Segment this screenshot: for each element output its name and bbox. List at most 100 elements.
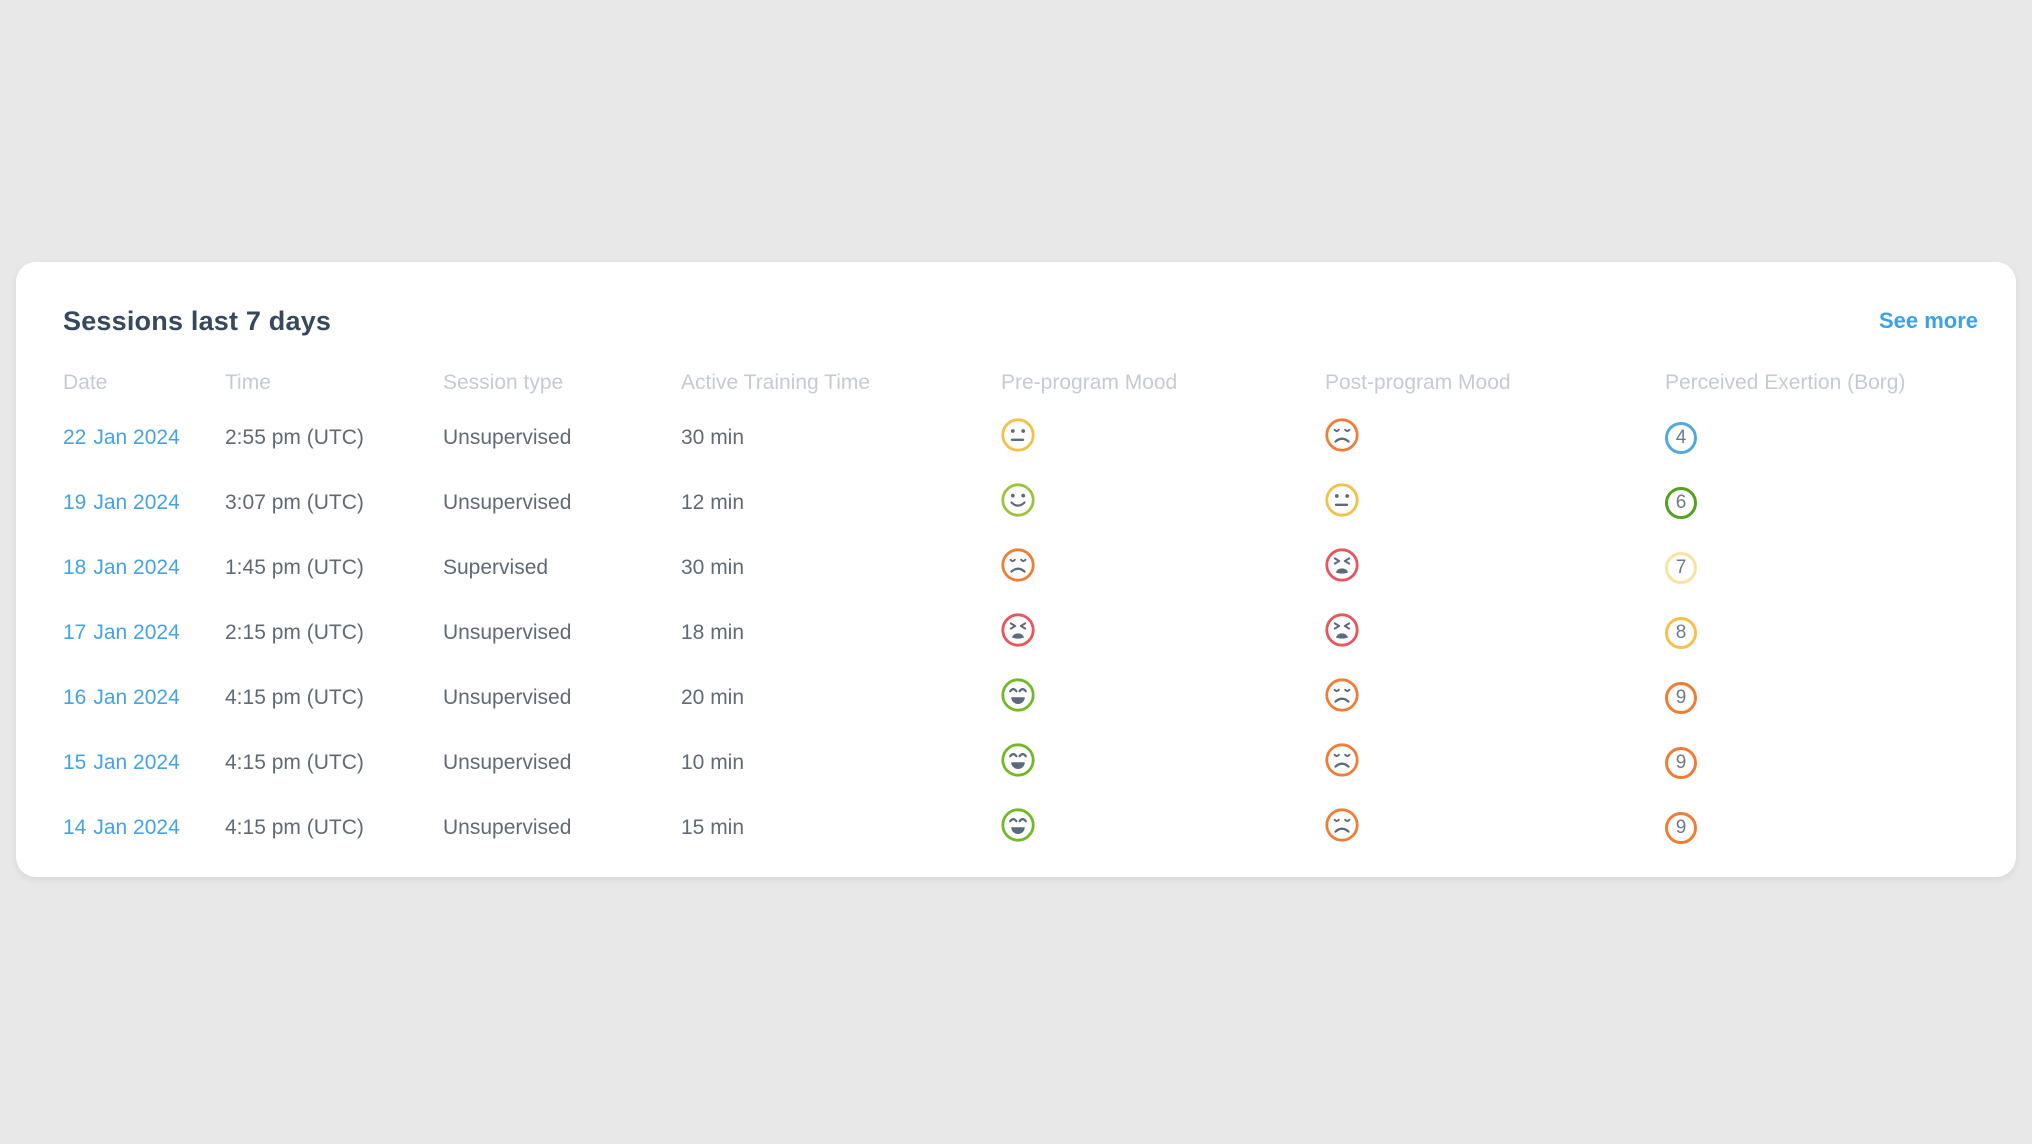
column-header-session-type: Session type: [443, 371, 564, 394]
card-title: Sessions last 7 days: [63, 306, 332, 336]
date-month-year: Jan 2024: [93, 685, 180, 709]
borg-cell: 8: [1665, 616, 1978, 649]
post-mood-icon-sad: [1325, 677, 1359, 712]
date-month-year: Jan 2024: [93, 750, 180, 774]
date-month-year: Jan 2024: [93, 490, 180, 514]
date-day: 19: [63, 490, 87, 514]
time-cell: 2:15 pm (UTC): [225, 620, 364, 644]
post-mood-icon-awful: [1325, 612, 1359, 647]
post-mood-icon-cell: [1325, 677, 1665, 718]
pre-mood-icon-sad: [1001, 547, 1035, 582]
date-cell: 22 Jan 2024: [63, 426, 225, 450]
post-mood-icon-neutral: [1325, 482, 1359, 517]
session-date-link[interactable]: 17 Jan 2024: [63, 621, 180, 644]
borg-score-badge: 6: [1665, 486, 1697, 519]
column-header-active-training-time: Active Training Time: [681, 371, 871, 394]
borg-cell: 7: [1665, 551, 1978, 584]
active-time-cell: 18 min: [681, 620, 745, 644]
time-cell: 4:15 pm (UTC): [225, 685, 364, 709]
session-row: 19 Jan 2024 3:07 pm (UTC) Unsupervised 12 mi…: [63, 470, 1978, 535]
session-type-cell: Unsupervised: [443, 685, 572, 709]
time-cell: 2:55 pm (UTC): [225, 425, 364, 449]
post-mood-icon-cell: [1325, 547, 1665, 588]
sessions-table-body: 22 Jan 2024 2:55 pm (UTC) Unsupervised 30 mi…: [63, 405, 1978, 860]
session-type-cell: Unsupervised: [443, 750, 572, 774]
session-row: 14 Jan 2024 4:15 pm (UTC) Unsupervised 15 mi…: [63, 795, 1978, 860]
borg-score-badge: 9: [1665, 681, 1697, 714]
pre-mood-icon-cell: [1001, 547, 1325, 588]
session-row: 17 Jan 2024 2:15 pm (UTC) Unsupervised 18 mi…: [63, 600, 1978, 665]
date-cell: 17 Jan 2024: [63, 621, 225, 645]
pre-mood-icon-cell: [1001, 482, 1325, 523]
date-day: 14: [63, 815, 87, 839]
date-day: 15: [63, 750, 87, 774]
post-mood-icon-cell: [1325, 482, 1665, 523]
date-cell: 15 Jan 2024: [63, 751, 225, 775]
time-cell: 3:07 pm (UTC): [225, 490, 364, 514]
pre-mood-icon-cell: [1001, 417, 1325, 458]
pre-mood-icon-happy: [1001, 482, 1035, 517]
active-time-cell: 10 min: [681, 750, 745, 774]
session-date-link[interactable]: 22 Jan 2024: [63, 426, 180, 449]
active-time-cell: 12 min: [681, 490, 745, 514]
pre-mood-icon-great: [1001, 807, 1035, 842]
sessions-card: Sessions last 7 days See more Date Time Se…: [16, 262, 2016, 877]
pre-mood-icon-great: [1001, 742, 1035, 777]
column-header-date: Date: [63, 371, 108, 394]
session-type-cell: Unsupervised: [443, 425, 572, 449]
date-day: 22: [63, 425, 87, 449]
column-header-perceived-exertion: Perceived Exertion (Borg): [1665, 371, 1906, 394]
borg-score-badge: 7: [1665, 551, 1697, 584]
date-day: 17: [63, 620, 87, 644]
borg-cell: 9: [1665, 811, 1978, 844]
session-row: 15 Jan 2024 4:15 pm (UTC) Unsupervised 10 mi…: [63, 730, 1978, 795]
session-type-cell: Supervised: [443, 555, 549, 579]
time-cell: 4:15 pm (UTC): [225, 750, 364, 774]
session-row: 16 Jan 2024 4:15 pm (UTC) Unsupervised 20 mi…: [63, 665, 1978, 730]
post-mood-icon-sad: [1325, 807, 1359, 842]
pre-mood-icon-cell: [1001, 612, 1325, 653]
post-mood-icon-awful: [1325, 547, 1359, 582]
card-header: Sessions last 7 days See more: [63, 306, 1978, 338]
active-time-cell: 30 min: [681, 555, 745, 579]
pre-mood-icon-awful: [1001, 612, 1035, 647]
active-time-cell: 20 min: [681, 685, 745, 709]
date-month-year: Jan 2024: [93, 815, 180, 839]
date-cell: 14 Jan 2024: [63, 816, 225, 840]
session-type-cell: Unsupervised: [443, 815, 572, 839]
post-mood-icon-cell: [1325, 417, 1665, 458]
pre-mood-icon-neutral: [1001, 417, 1035, 452]
pre-mood-icon-cell: [1001, 742, 1325, 783]
borg-cell: 4: [1665, 421, 1978, 454]
date-month-year: Jan 2024: [93, 620, 180, 644]
session-type-cell: Unsupervised: [443, 620, 572, 644]
borg-cell: 9: [1665, 681, 1978, 714]
session-type-cell: Unsupervised: [443, 490, 572, 514]
session-date-link[interactable]: 16 Jan 2024: [63, 686, 180, 709]
date-cell: 19 Jan 2024: [63, 491, 225, 515]
borg-cell: 6: [1665, 486, 1978, 519]
post-mood-icon-cell: [1325, 742, 1665, 783]
borg-score-badge: 9: [1665, 811, 1697, 844]
time-cell: 4:15 pm (UTC): [225, 815, 364, 839]
pre-mood-icon-great: [1001, 677, 1035, 712]
column-header-pre-program-mood: Pre-program Mood: [1001, 371, 1178, 394]
borg-cell: 9: [1665, 746, 1978, 779]
table-header-row: Date Time Session type Active Training Time…: [63, 361, 1978, 405]
pre-mood-icon-cell: [1001, 677, 1325, 718]
session-date-link[interactable]: 15 Jan 2024: [63, 751, 180, 774]
time-cell: 1:45 pm (UTC): [225, 555, 364, 579]
date-cell: 16 Jan 2024: [63, 686, 225, 710]
session-row: 22 Jan 2024 2:55 pm (UTC) Unsupervised 30 mi…: [63, 405, 1978, 470]
date-cell: 18 Jan 2024: [63, 556, 225, 580]
session-date-link[interactable]: 18 Jan 2024: [63, 556, 180, 579]
session-date-link[interactable]: 19 Jan 2024: [63, 491, 180, 514]
see-more-link[interactable]: See more: [1878, 308, 1978, 333]
post-mood-icon-sad: [1325, 417, 1359, 452]
active-time-cell: 30 min: [681, 425, 745, 449]
active-time-cell: 15 min: [681, 815, 745, 839]
date-month-year: Jan 2024: [93, 555, 180, 579]
column-header-time: Time: [225, 371, 271, 394]
date-day: 18: [63, 555, 87, 579]
session-date-link[interactable]: 14 Jan 2024: [63, 816, 180, 839]
